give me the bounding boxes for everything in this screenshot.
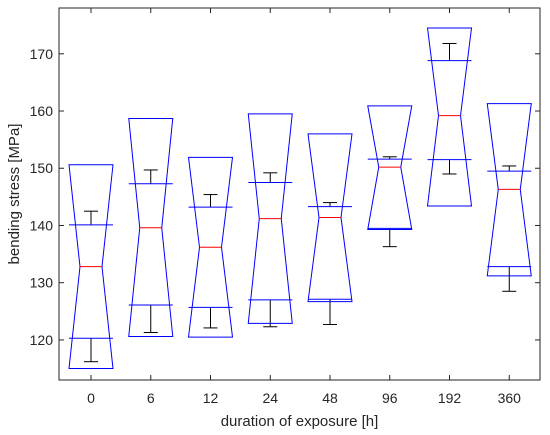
x-tick-label: 12 (203, 390, 219, 406)
x-tick-label: 6 (147, 390, 155, 406)
notched-box (307, 133, 353, 303)
x-tick-label: 96 (382, 390, 398, 406)
y-tick-label: 170 (30, 46, 54, 62)
y-tick-label: 160 (30, 103, 54, 119)
box-12 (187, 156, 234, 338)
y-tick-label: 140 (30, 217, 54, 233)
axis-frame (58, 7, 541, 381)
notched-box (367, 105, 413, 230)
plot-area (68, 27, 532, 370)
box-360 (486, 103, 532, 292)
notched-box (426, 27, 473, 207)
box-96 (367, 105, 413, 248)
x-tick-label: 192 (438, 390, 462, 406)
y-tick-label: 150 (30, 160, 54, 176)
x-axis-title: duration of exposure [h] (221, 413, 379, 430)
notched-box (187, 156, 234, 338)
x-tick-label: 360 (498, 390, 522, 406)
y-tick-label: 130 (30, 275, 54, 291)
box-24 (247, 113, 293, 328)
box-192 (426, 27, 473, 207)
x-tick-label: 48 (322, 390, 338, 406)
y-axis-title: bending stress [MPa] (6, 124, 23, 265)
x-tick-label: 0 (87, 390, 95, 406)
axes: 120 130 140 150 160 170 0 6 12 24 48 96 192 360 (30, 7, 541, 406)
box-0 (68, 164, 114, 370)
x-tick-label: 24 (262, 390, 278, 406)
box-6 (128, 117, 174, 338)
y-tick-label: 120 (30, 332, 54, 348)
box-48 (307, 133, 353, 325)
